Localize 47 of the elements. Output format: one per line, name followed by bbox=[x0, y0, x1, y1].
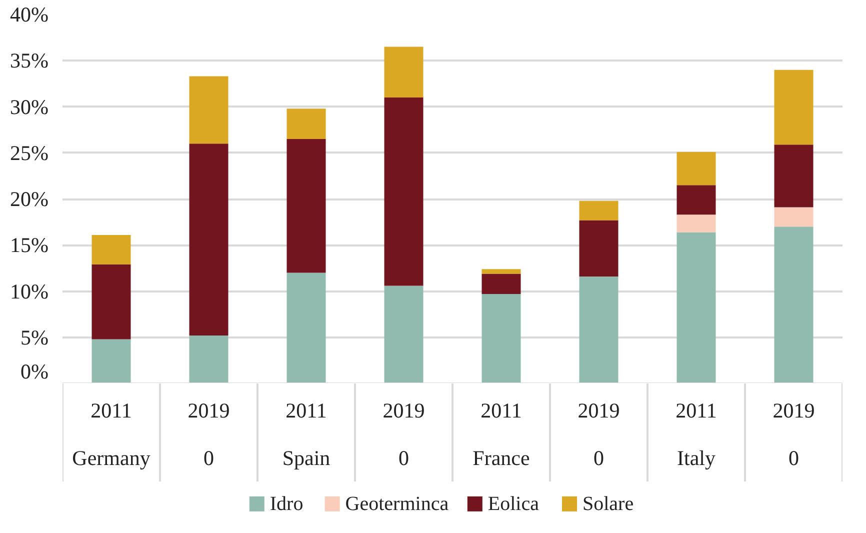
y-tick-label: 0% bbox=[20, 360, 49, 384]
bar bbox=[676, 214, 716, 232]
x-tick-label: 2019 0 bbox=[188, 398, 230, 470]
bar bbox=[774, 70, 814, 145]
x-tick-label: 2011 Spain bbox=[282, 398, 331, 470]
x-tick-label: 2011 France bbox=[472, 398, 530, 470]
x-tick-label: 2011 Italy bbox=[676, 398, 717, 470]
y-tick-label: 30% bbox=[10, 94, 49, 119]
bar bbox=[384, 286, 424, 383]
bar bbox=[384, 46, 424, 98]
legend-label: Geoterminca bbox=[345, 492, 449, 515]
y-tick-label: 25% bbox=[10, 140, 49, 165]
x-tick-label: 2019 0 bbox=[382, 398, 425, 470]
y-tick-label: 20% bbox=[10, 187, 49, 211]
x-tick-label: 2019 0 bbox=[578, 398, 620, 470]
bar bbox=[92, 234, 131, 264]
x-tick-label: 2011 Germany bbox=[72, 398, 151, 470]
legend-label: Solare bbox=[582, 492, 634, 515]
bar bbox=[189, 76, 228, 144]
y-tick-label: 40% bbox=[10, 2, 49, 26]
bar bbox=[774, 144, 814, 208]
legend-label: Eolica bbox=[488, 492, 540, 515]
bar bbox=[286, 108, 326, 140]
bar bbox=[482, 294, 521, 383]
bar bbox=[482, 269, 521, 274]
bar bbox=[384, 98, 424, 286]
bar bbox=[92, 339, 131, 383]
bar bbox=[676, 185, 716, 215]
bar bbox=[189, 336, 228, 383]
x-tick-label: 2019 0 bbox=[772, 398, 815, 470]
y-tick-label: 15% bbox=[10, 233, 49, 258]
bar bbox=[286, 272, 326, 383]
bar bbox=[579, 276, 618, 383]
bar bbox=[774, 207, 814, 227]
bar bbox=[189, 144, 228, 336]
bar bbox=[579, 200, 618, 220]
y-tick-label: 5% bbox=[20, 325, 49, 350]
bar bbox=[774, 226, 814, 383]
bar bbox=[482, 274, 521, 294]
legend-label: Idro bbox=[270, 492, 304, 515]
bar bbox=[286, 139, 326, 273]
bar bbox=[92, 264, 131, 340]
y-tick-label: 10% bbox=[10, 279, 49, 304]
bar bbox=[676, 232, 716, 383]
y-tick-label: 35% bbox=[10, 48, 49, 73]
bar bbox=[676, 152, 716, 186]
bar bbox=[579, 220, 618, 276]
